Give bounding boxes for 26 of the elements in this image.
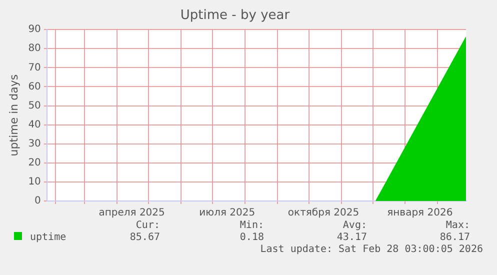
text: Cur: — [136, 220, 160, 231]
text: Max: — [446, 220, 470, 231]
text: Min: — [240, 220, 264, 231]
y-tick-label: 50 — [28, 100, 41, 112]
y-tick-label: 30 — [28, 138, 41, 150]
y-tick-label: 10 — [28, 176, 41, 188]
y-tick-label: 20 — [28, 158, 41, 169]
y-tick-label: 40 — [28, 119, 41, 130]
x-tick-label: апреля 2025 — [98, 208, 165, 219]
y-tick-label: 0 — [34, 196, 41, 207]
y-tick-label: 80 — [28, 43, 41, 54]
text: 0.18 — [240, 232, 264, 243]
text: Avg: — [342, 220, 367, 231]
text: 85.67 — [130, 232, 160, 243]
legend-label: uptime — [29, 232, 66, 243]
x-tick-label: января 2026 — [387, 208, 453, 219]
chart-title: Uptime - by year — [180, 8, 290, 24]
y-tick-label: 90 — [28, 24, 41, 36]
x-tick-label: октября 2025 — [288, 208, 360, 219]
y-axis-title: uptime in days — [7, 74, 20, 156]
x-tick-label: июля 2025 — [199, 208, 256, 219]
text: Last update: Sat Feb 28 03:00:05 2026 — [260, 244, 483, 255]
y-tick-label: 60 — [28, 81, 41, 92]
text: 43.17 — [336, 232, 367, 243]
y-tick-label: 70 — [28, 62, 41, 74]
text: 86.17 — [440, 232, 470, 243]
